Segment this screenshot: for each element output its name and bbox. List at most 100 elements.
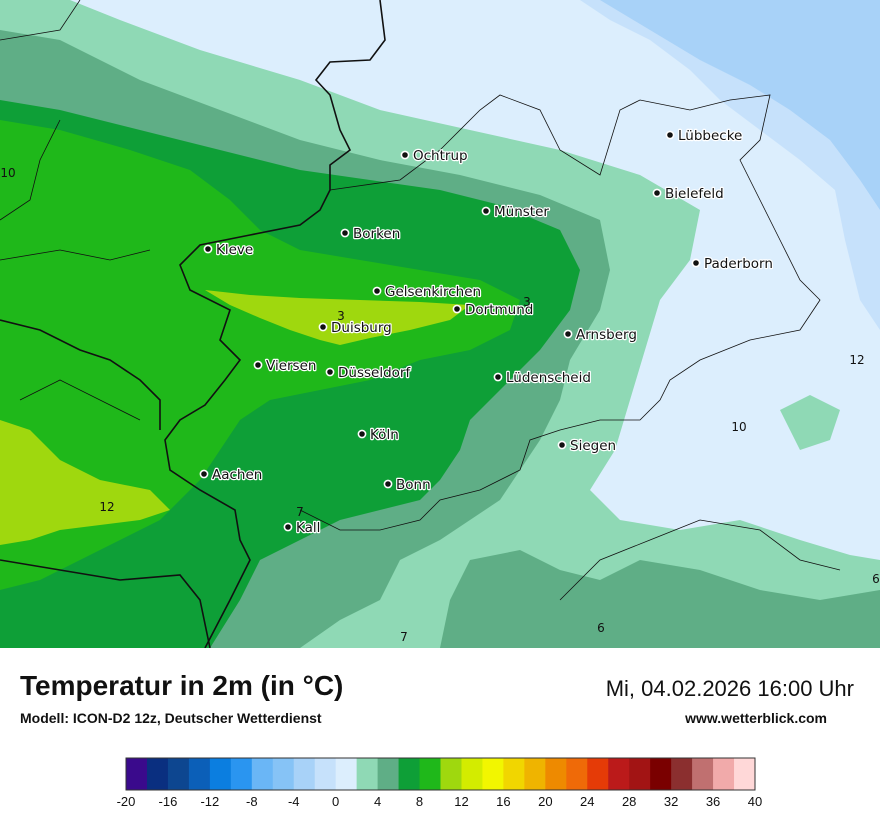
- city-label: Duisburg: [331, 320, 392, 336]
- city-paderborn: Paderborn: [691, 255, 774, 273]
- city-siegen: Siegen: [557, 437, 617, 455]
- city-label: Lüdenscheid: [506, 370, 591, 386]
- temp-zone-4-6-south: [440, 550, 880, 648]
- legend-tick-label: 8: [416, 794, 423, 809]
- city-label: Dortmund: [465, 302, 533, 318]
- legend-tick-label: 12: [454, 794, 468, 809]
- city-label: Münster: [494, 204, 549, 220]
- legend-swatch: [167, 758, 190, 790]
- city-gelsenkirchen: Gelsenkirchen: [372, 283, 482, 301]
- legend-tick-label: -4: [288, 794, 300, 809]
- city-marker: [400, 150, 410, 160]
- legend-swatch: [356, 758, 379, 790]
- city-label: Lübbecke: [678, 128, 742, 144]
- city-kleve: Kleve: [203, 241, 254, 259]
- city-marker: [652, 188, 662, 198]
- city-aachen: Aachen: [199, 466, 264, 484]
- isoline-label: 6: [597, 621, 605, 635]
- legend-swatch: [251, 758, 274, 790]
- state-borders: [0, 0, 841, 601]
- legend-swatch: [419, 758, 441, 790]
- legend-tick-label: -12: [200, 794, 219, 809]
- city-label: Bonn: [396, 477, 431, 493]
- city-marker: [557, 440, 567, 450]
- city-marker: [253, 360, 263, 370]
- isoline-label: 7: [296, 505, 304, 519]
- legend-swatch: [230, 758, 253, 790]
- legend-swatch: [545, 758, 567, 790]
- city-label: Siegen: [570, 438, 616, 454]
- isoline-labels: 10 12 10 3 3 12 7 7 6 6: [0, 166, 879, 644]
- legend-tick-label: 0: [332, 794, 339, 809]
- city-label: Bielefeld: [665, 186, 724, 202]
- city-label: Kall: [296, 520, 320, 536]
- isoline-label: 12: [849, 353, 864, 367]
- temperature-map: Lübbecke Ochtrup Bielefeld Münster Borken Kle…: [0, 0, 880, 648]
- legend-swatch: [608, 758, 630, 790]
- temp-zone-2-4-east: [780, 395, 840, 450]
- legend-tick-label: 36: [706, 794, 720, 809]
- city-marker: [325, 367, 335, 377]
- city-ochtrup: Ochtrup: [400, 147, 469, 165]
- city-label: Arnsberg: [576, 327, 637, 343]
- city-lüdenscheid: Lüdenscheid: [493, 369, 592, 387]
- country-borders: [0, 0, 386, 648]
- city-viersen: Viersen: [253, 357, 318, 375]
- city-bonn: Bonn: [383, 476, 432, 494]
- city-marker: [691, 258, 701, 268]
- legend-tick-label: -8: [246, 794, 258, 809]
- legend-swatch: [482, 758, 504, 790]
- legend-swatch: [503, 758, 525, 790]
- city-label: Aachen: [212, 467, 262, 483]
- legend-swatch: [398, 758, 421, 790]
- legend-tick-label: 40: [748, 794, 762, 809]
- legend-swatch: [461, 758, 483, 790]
- city-marker: [563, 329, 573, 339]
- legend-tick-label: -20: [117, 794, 136, 809]
- legend-swatch: [587, 758, 609, 790]
- legend-swatch: [377, 758, 400, 790]
- legend-tick-label: 16: [496, 794, 510, 809]
- forecast-datetime: Mi, 04.02.2026 16:00 Uhr: [605, 676, 854, 701]
- temp-zone-10-12-west: [0, 420, 170, 545]
- city-label: Paderborn: [704, 256, 773, 272]
- legend-swatch: [650, 758, 672, 790]
- isoline-label: 7: [400, 630, 408, 644]
- city-marker: [283, 522, 293, 532]
- city-label: Viersen: [266, 358, 316, 374]
- isoline-label: 3: [523, 295, 531, 309]
- legend-swatch: [692, 758, 714, 790]
- legend-swatch: [671, 758, 693, 790]
- city-marker: [199, 469, 209, 479]
- city-borken: Borken: [340, 225, 401, 243]
- city-arnsberg: Arnsberg: [563, 326, 638, 344]
- isoline-label: 6: [872, 572, 880, 586]
- legend-swatch: [734, 758, 756, 790]
- city-marker: [357, 429, 367, 439]
- temp-zone-10-12-ruhr: [205, 290, 470, 345]
- legend-swatch: [126, 758, 148, 790]
- city-duisburg: Duisburg: [318, 319, 393, 337]
- city-label: Gelsenkirchen: [385, 284, 481, 300]
- legend-swatch: [188, 758, 211, 790]
- website-link[interactable]: www.wetterblick.com: [685, 710, 827, 726]
- legend-tick-label: 28: [622, 794, 636, 809]
- city-düsseldorf: Düsseldorf: [325, 364, 413, 382]
- city-markers: Lübbecke Ochtrup Bielefeld Münster Borken Kle…: [199, 127, 774, 537]
- city-marker: [318, 322, 328, 332]
- isoline-label: 10: [0, 166, 15, 180]
- temp-zone-minus4-2: [600, 0, 880, 210]
- city-marker: [481, 206, 491, 216]
- city-marker: [340, 228, 350, 238]
- color-legend: -20 -16 -12 -8 -4 0 4 8 12 16 20 24 28 32 36 40: [117, 757, 762, 809]
- legend-swatch: [335, 758, 358, 790]
- city-marker: [203, 244, 213, 254]
- legend-swatch: [209, 758, 232, 790]
- city-kall: Kall: [283, 519, 322, 537]
- city-köln: Köln: [357, 426, 400, 444]
- map-title: Temperatur in 2m (in °C): [20, 670, 344, 701]
- isoline-label: 10: [731, 420, 746, 434]
- legend-tick-label: 24: [580, 794, 594, 809]
- city-marker: [665, 130, 675, 140]
- legend-swatch: [524, 758, 546, 790]
